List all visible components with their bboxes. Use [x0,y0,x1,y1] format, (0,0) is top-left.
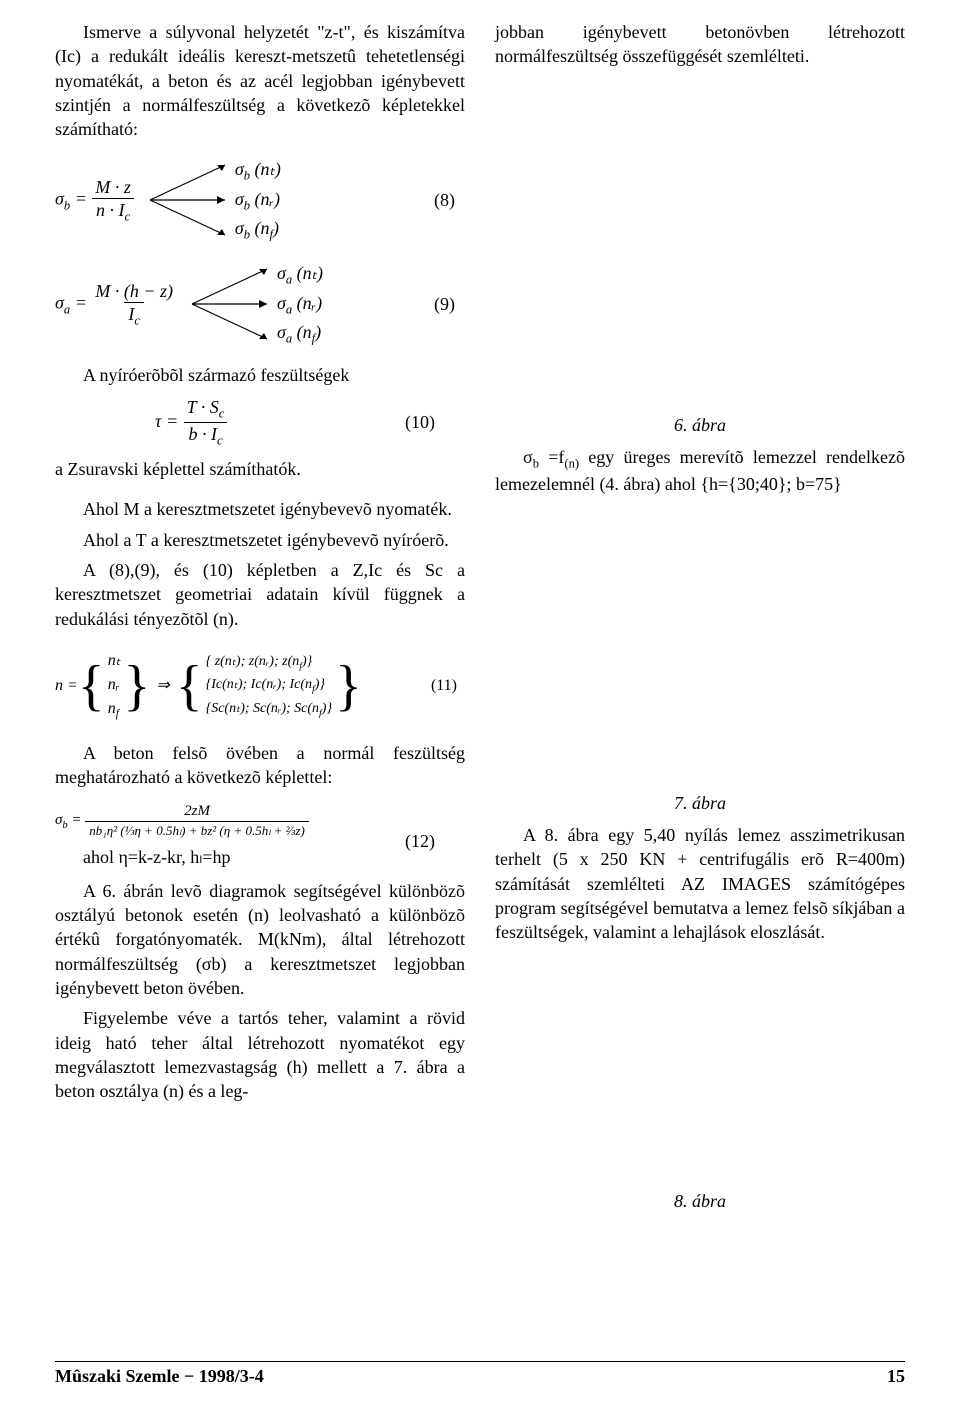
eq-number: (9) [434,292,455,316]
row-end: )} [315,677,325,692]
numerator: M · (h − z) [95,281,173,301]
paragraph: A beton felsõ övében a normál feszültség… [55,741,465,790]
subscript: f [270,227,274,241]
arg: (n [250,218,270,238]
paragraph: Ismerve a súlyvonal helyzetét "z-t", és … [55,20,465,141]
tau: τ = [155,411,183,431]
sigma: σ [235,159,244,179]
numerator: M · z [95,177,131,197]
arg: (nᵣ) [292,293,322,313]
eq-number: (10) [405,410,435,434]
arg: (nₜ) [292,263,323,283]
paragraph: Figyelembe véve a tartós teher, valamint… [55,1006,465,1103]
numerator: 2zM [180,804,214,821]
figure-caption: 6. ábra [495,413,905,437]
denominator: nb₁η² (⅓η + 0.5hₗ) + bz² (η + 0.5hₗ + ⅔z… [85,821,309,837]
footer-page-number: 15 [887,1366,905,1387]
sigma: σ [523,447,533,467]
figure-caption: 7. ábra [495,791,905,815]
subscript: b [64,198,70,212]
item: n [108,700,116,717]
right-column: jobban igénybevett betonövben létrehozot… [495,20,905,1340]
figure-6-placeholder [495,75,905,405]
paragraph: jobban igénybevett betonövben létrehozot… [495,20,905,69]
arrow-icon: ⇒ [150,675,175,697]
denominator: b · I [188,424,217,444]
eq-number: (12) [405,829,435,853]
figure-7-placeholder [495,503,905,783]
sigma: σ [235,189,244,209]
paragraph: A 8. ábra egy 5,40 nyílás lemez asszimet… [495,823,905,944]
figure-8-placeholder [495,951,905,1181]
sigma: σ [277,263,286,283]
branch-arrows-icon [187,259,277,349]
subscript: c [217,434,223,448]
paragraph: A nyíróerõbõl származó feszültségek [55,363,465,387]
paragraph: σb =f(n) egy üreges merevítõ lemezzel re… [495,445,905,497]
subscript: f [312,331,316,345]
row-end: )} [322,701,332,716]
sigma: σ [277,322,286,342]
arg: (n [292,322,312,342]
where-clause: ahol η=k-z-kr, hₗ=hp [55,847,230,867]
branch-arrows-icon [145,155,235,245]
arg: (nᵣ) [250,189,280,209]
text: =f [539,447,564,467]
n-equals: n = [55,675,78,697]
paragraph: A 6. ábrán levõ diagramok segítségével k… [55,879,465,1000]
denominator: n · I [96,200,125,220]
row: { z(nₜ); z(nᵣ); z(n [206,654,300,669]
paragraph: Ahol M a keresztmetszetet igénybevevõ ny… [55,497,465,521]
equation-9: σa = M · (h − z) Ic σa (nₜ) σa (nᵣ) [55,259,465,349]
footer-journal: Mûszaki Szemle − 1998/3-4 [55,1366,264,1387]
equation-12: σb = 2zM nb₁η² (⅓η + 0.5hₗ) + bz² (η + 0… [55,804,465,837]
figure-caption: 8. ábra [495,1189,905,1213]
sigma: σ [235,218,244,238]
equation-11: n = { nₜ nᵣ nf } ⇒ { { z(nₜ); z(nᵣ); z(n… [55,649,465,723]
page-footer: Mûszaki Szemle − 1998/3-4 15 [55,1361,905,1387]
subscript: (n) [564,456,579,470]
paragraph: Ahol a T a keresztmetszetet igénybevevõ … [55,528,465,552]
item: nᵣ [108,673,121,697]
equation-10: τ = T · Sc b · Ic (10) [55,398,465,447]
numerator: T · S [187,397,219,417]
subscript: a [64,302,70,316]
sigma: σ [55,293,64,313]
eq-number: (11) [431,675,457,697]
subscript: f [116,708,119,720]
item: nₜ [108,649,121,673]
row: {Ic(nₜ); Ic(nᵣ); Ic(n [206,677,312,692]
sigma: σ [55,189,64,209]
sigma: σ [277,293,286,313]
subscript: c [134,313,140,327]
eq-number: (8) [434,188,455,212]
arg: (nₜ) [250,159,281,179]
equation-8: σb = M · z n · Ic σb (nₜ) σb (nᵣ) [55,155,465,245]
left-column: Ismerve a súlyvonal helyzetét "z-t", és … [55,20,465,1340]
equals: = [68,811,86,827]
subscript: c [219,406,225,420]
paragraph: A (8),(9), és (10) képletben a Z,Ic és S… [55,558,465,631]
row: {Sc(nₜ); Sc(nᵣ); Sc(n [206,701,319,716]
subscript: c [125,209,131,223]
row-end: )} [302,654,312,669]
paragraph: a Zsuravski képlettel számíthatók. [55,457,465,481]
